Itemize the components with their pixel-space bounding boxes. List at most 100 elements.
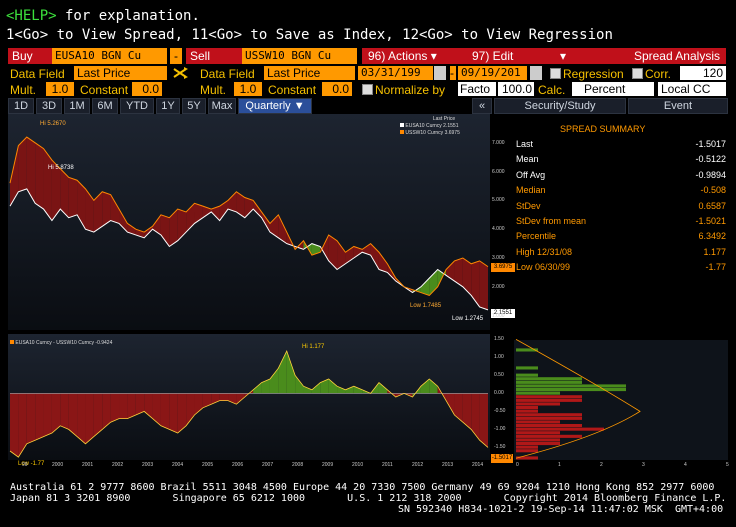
spread-fill-segment: [202, 206, 212, 218]
spread-fill-segment: [177, 209, 187, 241]
corr-window-field[interactable]: 120: [680, 66, 726, 80]
tab-period-1[interactable]: 3D: [36, 98, 62, 114]
histogram-bar: [516, 373, 538, 377]
spread-area-segment: [51, 393, 61, 433]
spread-area-segment: [479, 393, 488, 448]
tab-period-2[interactable]: 1M: [64, 98, 90, 114]
end-date-field[interactable]: 09/19/201: [458, 66, 527, 80]
mult2-field[interactable]: 1.0: [234, 82, 262, 96]
regression-checkbox[interactable]: [550, 68, 561, 79]
calendar-icon[interactable]: [530, 66, 542, 80]
summary-value: -1.5017: [695, 139, 726, 149]
data-field-select[interactable]: Last Price: [74, 66, 167, 80]
tick-label: -1.00: [494, 426, 506, 433]
calendar-icon[interactable]: [434, 66, 446, 80]
summary-value: 1.177: [703, 246, 726, 257]
tick-label: 1.50: [494, 336, 504, 343]
legend-title: Last Price: [432, 116, 456, 122]
spread-fill-segment: [244, 197, 254, 218]
spread-fill-segment: [320, 234, 329, 261]
summary-value: -1.77: [705, 262, 726, 273]
tab-period-3[interactable]: 6M: [92, 98, 118, 114]
go-commands-line: 1<Go> to View Spread, 11<Go> to Save as …: [6, 27, 613, 43]
tick-label: 1.00: [494, 354, 504, 361]
spread-fill-segment: [253, 200, 262, 218]
calc-select[interactable]: Percent: [572, 82, 654, 96]
help-key[interactable]: <HELP>: [6, 8, 57, 24]
histogram-bar: [516, 442, 560, 446]
tick-label: 7.000: [492, 139, 505, 146]
spread-area-segment: [102, 393, 111, 430]
tab-event[interactable]: Event: [628, 98, 728, 114]
summary-label: High 12/31/08: [516, 246, 573, 257]
spread-fill-segment: [43, 148, 52, 221]
constant2-field[interactable]: 0.0: [322, 82, 352, 96]
summary-value: -0.508: [700, 185, 726, 196]
spread-area-segment: [35, 393, 44, 441]
histogram-bar: [516, 380, 582, 384]
collapse-panel-button[interactable]: «: [472, 98, 492, 114]
spread-area-segment: [454, 393, 463, 423]
start-date-field[interactable]: 03/31/199: [358, 66, 433, 80]
lower-high-label: Hi 1.177: [302, 344, 325, 350]
ticker1-field[interactable]: EUSA10 BGN Cu: [52, 48, 167, 64]
tick-label: 2014: [472, 462, 484, 468]
spread-fill-segment: [454, 258, 463, 287]
spread-fill-segment: [152, 214, 161, 235]
edit-menu[interactable]: 97) Edit ▾: [466, 48, 572, 64]
spread-fill-segment: [446, 260, 455, 282]
spread-area-segment: [10, 393, 19, 458]
spread-operator[interactable]: -: [170, 48, 182, 64]
tick-label: 5.000: [492, 197, 505, 204]
spread-fill-segment: [169, 209, 178, 247]
mult-field[interactable]: 1.0: [46, 82, 74, 96]
histogram-bar: [516, 413, 582, 417]
tick-label: 2006: [232, 462, 244, 468]
summary-value: 6.3492: [698, 231, 726, 242]
spread-chart[interactable]: [0, 114, 736, 480]
tab-period-0[interactable]: 1D: [8, 98, 34, 114]
sell-button[interactable]: Sell: [186, 48, 242, 64]
data-field-label: Data Field: [10, 67, 65, 81]
ticker2-field[interactable]: USSW10 BGN Cu: [242, 48, 357, 64]
spread-fill-segment: [51, 160, 61, 221]
buy-button[interactable]: Buy: [8, 48, 52, 64]
spread-area-segment: [471, 393, 480, 441]
tab-security-study[interactable]: Security/Study: [494, 98, 626, 114]
spread-area-segment: [462, 393, 472, 430]
factor-field[interactable]: 100.0: [498, 82, 534, 96]
tab-period-5[interactable]: 1Y: [156, 98, 180, 114]
histogram-bar: [516, 377, 582, 381]
normalize-select[interactable]: Facto: [458, 82, 496, 96]
swap-icon[interactable]: [172, 66, 190, 80]
spread-fill-segment: [85, 188, 94, 233]
tick-label: 1: [558, 462, 561, 468]
histogram-bar: [516, 409, 538, 413]
actions-menu[interactable]: 96) Actions ▾: [362, 48, 468, 64]
legend-eusa10: EUSA10 Curncy 2.1551: [400, 123, 488, 130]
spread-fill-segment: [110, 194, 120, 224]
tab-period-4[interactable]: YTD: [120, 98, 154, 114]
spread-area-segment: [110, 393, 120, 423]
tick-label: 2011: [382, 462, 393, 468]
corr-checkbox[interactable]: [632, 68, 643, 79]
upper-legend: Last Price EUSA10 Curncy 2.1551 USSW10 C…: [400, 116, 488, 137]
tab-period-7[interactable]: Max: [208, 98, 236, 114]
ussw10-line: [9, 136, 489, 297]
tick-label: -0.50: [494, 408, 506, 415]
histogram-bar: [516, 406, 538, 410]
footer-line-1: Australia 61 2 9777 8600 Brazil 5511 304…: [10, 482, 715, 493]
mult2-label: Mult.: [200, 83, 227, 97]
summary-label: Low 06/30/99: [516, 262, 571, 273]
tick-label: 2002: [112, 462, 124, 468]
normalize-checkbox[interactable]: [362, 84, 373, 95]
tab-period-6[interactable]: 5Y: [182, 98, 206, 114]
spread-area-segment: [144, 393, 153, 419]
constant-field[interactable]: 0.0: [132, 82, 162, 96]
currency-select[interactable]: Local CC: [658, 82, 726, 96]
tab-period-8[interactable]: Quarterly ▼: [238, 98, 312, 114]
spread-area-segment: [236, 393, 245, 405]
spread-area-segment: [77, 393, 86, 444]
tick-label: -1.50: [494, 444, 506, 451]
data-field2-select[interactable]: Last Price: [264, 66, 355, 80]
